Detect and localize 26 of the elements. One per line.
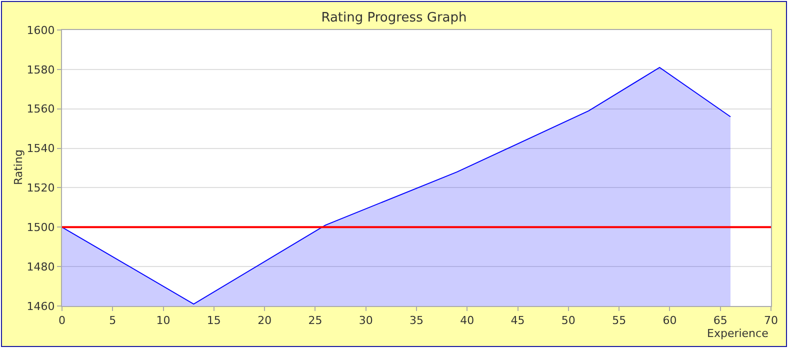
y-tick-label: 1480	[26, 260, 55, 274]
y-tick-label: 1520	[26, 182, 55, 195]
x-tick-label: 25	[308, 314, 322, 328]
x-axis-title: Experience	[707, 327, 769, 340]
y-tick-label: 1600	[26, 24, 55, 37]
y-tick-label: 1460	[26, 300, 55, 313]
y-tick-label: 1560	[26, 102, 55, 116]
chart-title: Rating Progress Graph	[321, 10, 467, 26]
x-tick-label: 70	[764, 314, 778, 328]
x-tick-label: 5	[109, 314, 116, 328]
x-tick-label: 30	[358, 314, 373, 328]
x-tick-label: 40	[460, 314, 474, 328]
x-tick-label: 65	[713, 314, 728, 328]
y-tick-label: 1500	[26, 220, 55, 234]
x-tick-label: 50	[561, 314, 576, 328]
y-tick-label: 1540	[26, 142, 55, 156]
x-tick-label: 15	[206, 314, 221, 328]
x-tick-label: 10	[156, 314, 170, 328]
x-tick-label: 45	[510, 314, 525, 328]
y-axis-title: Rating	[12, 150, 26, 186]
x-tick-label: 20	[258, 314, 272, 328]
y-tick-label: 1580	[26, 63, 55, 76]
x-tick-label: 35	[410, 314, 424, 328]
x-tick-label: 0	[58, 314, 66, 328]
x-tick-label: 55	[612, 314, 626, 328]
x-tick-label: 60	[662, 314, 677, 328]
